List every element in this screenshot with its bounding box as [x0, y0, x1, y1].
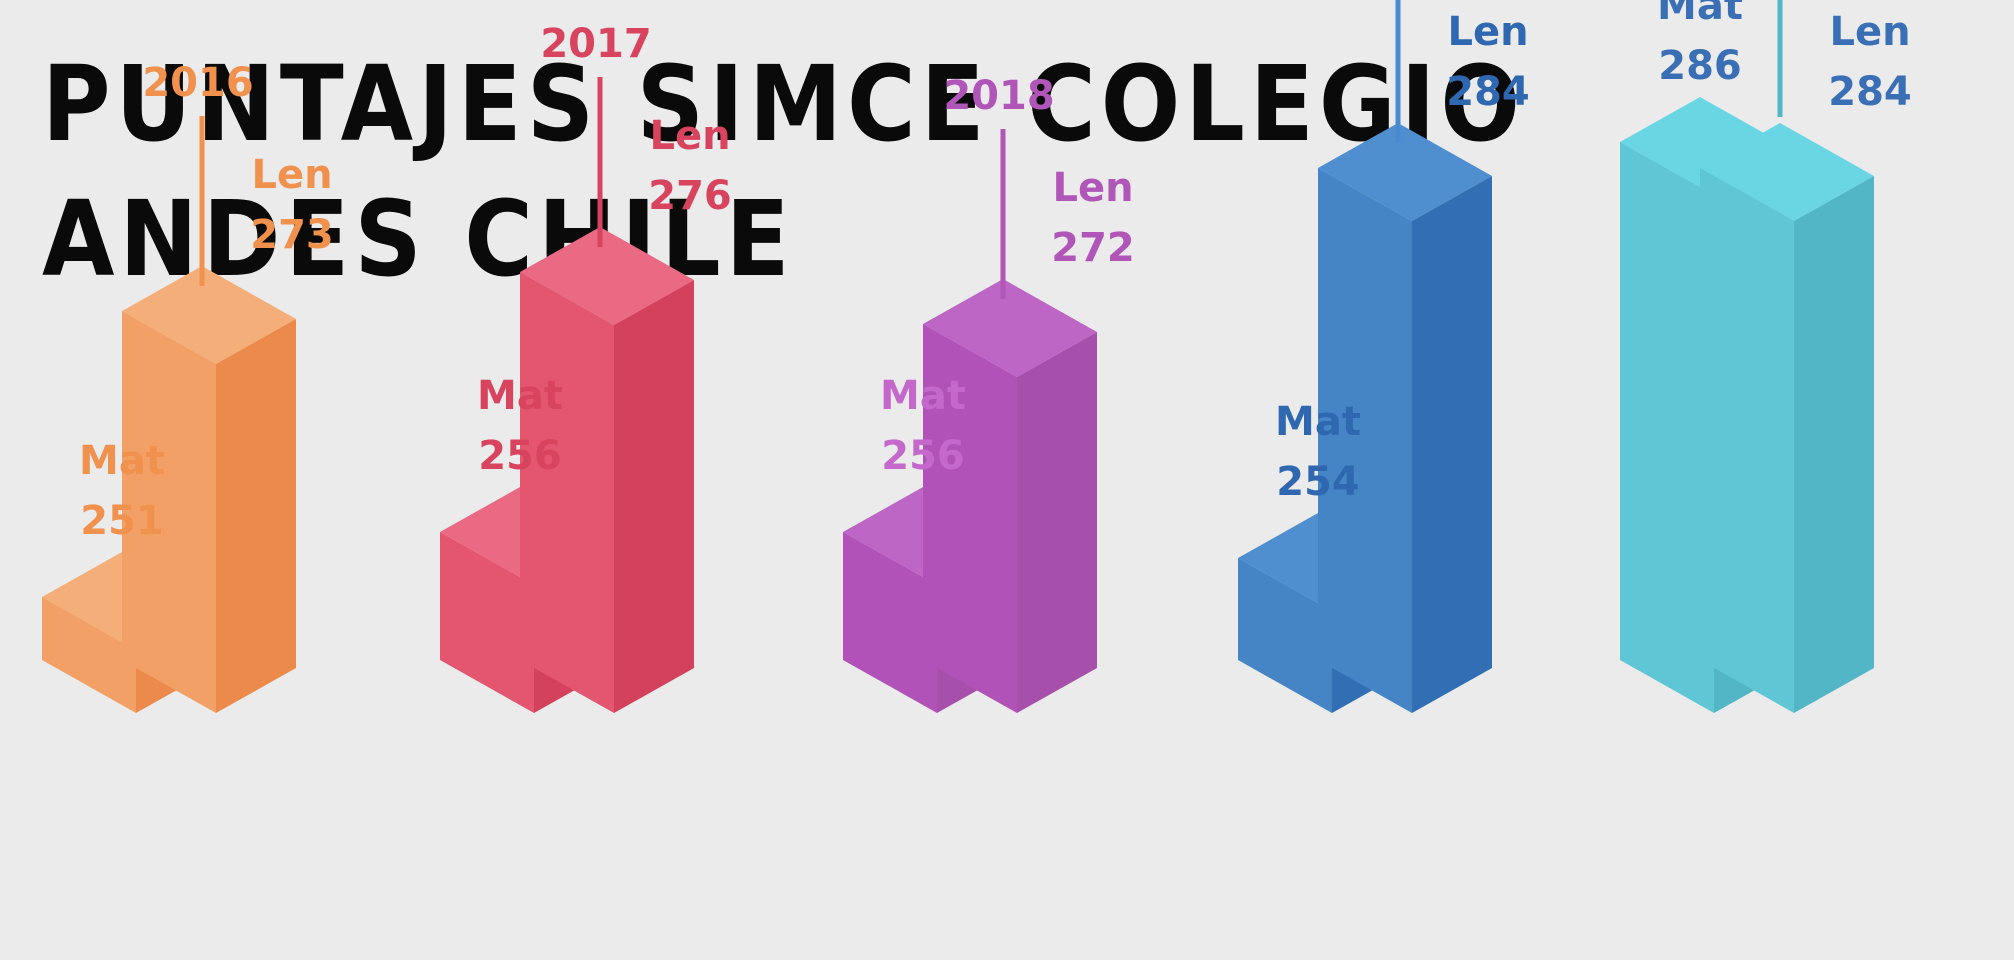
bar-2016-len-top — [122, 266, 296, 364]
label-2017-len-value: 276 — [648, 173, 732, 219]
bar-2022-len-side — [1412, 176, 1492, 713]
label-2016-mat-value: 251 — [80, 498, 164, 544]
label-2017-mat-value: 256 — [478, 433, 562, 479]
label-2018-mat-value: 256 — [881, 433, 965, 479]
bar-2023-len-front — [1700, 168, 1794, 713]
bar-2018-len — [923, 279, 1097, 713]
label-2023-mat-value: 286 — [1658, 43, 1742, 89]
label-2017-len-name: Len — [649, 113, 730, 159]
label-2023-len-value: 284 — [1828, 69, 1912, 115]
bar-2023-mat-front — [1620, 142, 1714, 713]
bar-2023-len — [1700, 123, 1874, 713]
bars-group: 2016 Mat 251 Len 273 2017 Mat 256 Len 276 2018 Mat 2… — [42, 0, 1912, 713]
label-2022-mat-value: 254 — [1276, 459, 1360, 505]
bar-2018-len-front — [923, 324, 1017, 713]
bar-2017-len-side — [614, 280, 694, 713]
bar-2016-mat-front — [42, 597, 136, 713]
bar-2022-len-front — [1318, 168, 1412, 713]
chart-title-line-1: PUNTAJES SIMCE COLEGIO — [42, 43, 1525, 165]
bar-2017-len-top — [520, 227, 694, 325]
bar-2017-mat-front — [440, 532, 534, 713]
bar-2017-len — [520, 227, 694, 713]
year-label-2017: 2017 — [540, 21, 651, 67]
year-label-2018: 2018 — [943, 73, 1054, 119]
bar-2016-len-front — [122, 311, 216, 713]
label-2016-len-name: Len — [251, 152, 332, 198]
label-2016-len-value: 273 — [250, 212, 334, 258]
label-2022-len-name: Len — [1447, 9, 1528, 55]
label-2016-mat-name: Mat — [79, 438, 165, 484]
label-2023-len-name: Len — [1829, 9, 1910, 55]
label-2017-mat-name: Mat — [477, 373, 563, 419]
label-2018-len-name: Len — [1052, 165, 1133, 211]
bar-2016-len-side — [216, 319, 296, 713]
bar-2022-mat-front — [1238, 558, 1332, 713]
bar-2018-mat-front — [843, 532, 937, 713]
label-2023-mat-name: Mat — [1657, 0, 1743, 29]
label-2018-mat-name: Mat — [880, 373, 966, 419]
year-label-2016: 2016 — [142, 60, 253, 106]
bar-2022-len — [1318, 123, 1492, 713]
bar-2018-len-top — [923, 279, 1097, 377]
label-2022-mat-name: Mat — [1275, 399, 1361, 445]
bar-2023-len-top — [1700, 123, 1874, 221]
bar-2016-len — [122, 266, 296, 713]
bar-2022-len-top — [1318, 123, 1492, 221]
bar-2023-len-side — [1794, 176, 1874, 713]
label-2018-len-value: 272 — [1051, 225, 1135, 271]
bar-2018-len-side — [1017, 332, 1097, 713]
bar-2017-len-front — [520, 272, 614, 713]
label-2022-len-value: 284 — [1446, 69, 1530, 115]
